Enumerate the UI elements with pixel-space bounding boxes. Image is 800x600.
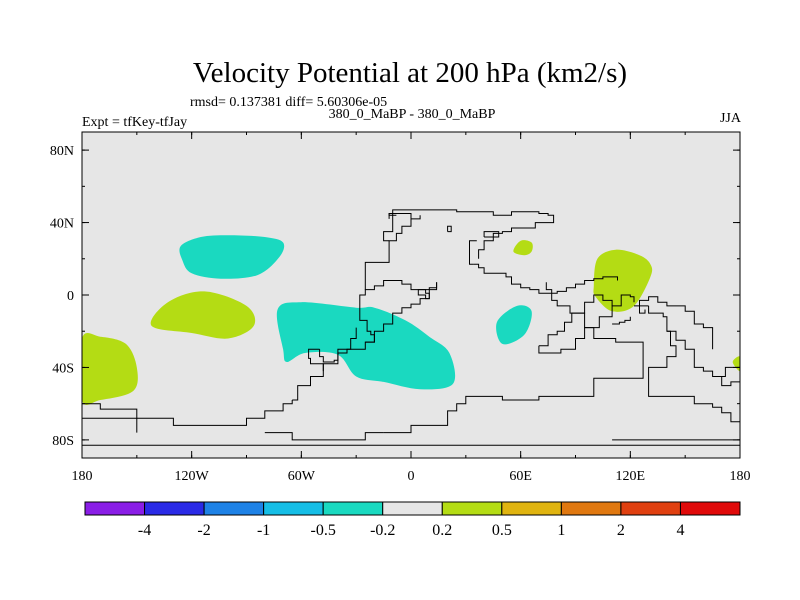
coastline-16 [447, 225, 452, 233]
colorbar-swatch [263, 501, 324, 516]
coastline-23 [648, 330, 740, 426]
y-tick-label: 80S [52, 434, 74, 449]
x-tick-label: 120E [616, 469, 646, 484]
map-plot-area: 180 120W 60W 0 60E 120E 180 80N 40N 0 40S 80S [50, 131, 751, 484]
colorbar-swatch [144, 501, 205, 516]
chart-title: Velocity Potential at 200 hPa (km2/s) [193, 57, 627, 89]
colorbar-level-label: -1 [257, 522, 270, 539]
coastline-19 [538, 294, 613, 347]
contour-region-4 [82, 333, 138, 405]
axis-ticks [81, 132, 741, 458]
colorbar-swatch [322, 501, 384, 516]
colorbar-level-label: -0.5 [311, 522, 336, 539]
coastline-25 [712, 376, 740, 387]
colorbar-labels: -4 -2 -1 -0.5 -0.2 0.2 0.5 1 2 4 [138, 522, 685, 539]
contour-regions [82, 235, 740, 405]
colorbar-level-label: 4 [676, 522, 684, 539]
colorbar-swatch [560, 501, 622, 516]
colorbar-swatch [620, 501, 681, 516]
season-label: JJA [720, 111, 742, 126]
experiment-pair-label: 380_0_MaBP - 380_0_MaBP [329, 107, 496, 122]
coastline-10 [383, 213, 394, 242]
y-tick-label: 80N [50, 144, 74, 159]
coastlines [82, 209, 740, 446]
coastline-6 [319, 282, 438, 363]
coastline-13 [473, 263, 618, 294]
coastline-7 [308, 348, 324, 372]
coastline-17 [483, 231, 500, 238]
colorbar-level-label: -4 [138, 522, 151, 539]
coastline-3 [82, 417, 138, 433]
x-tick-label: 180 [72, 469, 93, 484]
x-tick-label: 60E [509, 469, 532, 484]
coastline-4 [264, 432, 384, 441]
coastline-15 [388, 209, 555, 259]
contour-region-5 [513, 240, 533, 256]
colorbar-level-label: 0.5 [492, 522, 512, 539]
x-tick-label: 0 [408, 469, 415, 484]
colorbar-swatch [501, 501, 562, 516]
coastline-21 [648, 305, 740, 377]
coastline-22 [639, 296, 714, 350]
coastline-9 [364, 215, 421, 290]
contour-region-2 [496, 305, 532, 345]
colorbar-swatch [84, 501, 146, 516]
contour-region-6 [593, 249, 653, 312]
coastline-18 [538, 294, 635, 354]
x-tick-label: 180 [730, 469, 751, 484]
y-tick-label: 0 [67, 289, 74, 304]
y-tick-label: 40S [52, 361, 74, 376]
colorbar-level-label: -0.2 [370, 522, 395, 539]
contour-region-0 [179, 235, 285, 279]
colorbar-swatch [382, 501, 443, 516]
y-tick-label: 40N [50, 217, 74, 232]
contour-region-3 [150, 291, 256, 339]
colorbar-level-label: 1 [557, 522, 565, 539]
x-tick-label: 120W [175, 469, 210, 484]
coastline-24 [612, 316, 631, 325]
coastline-1 [82, 400, 293, 426]
coastline-14 [469, 240, 477, 265]
axis-tick-labels: 180 120W 60W 0 60E 120E 180 80N 40N 0 40S 80S [50, 144, 751, 484]
contour-region-1 [276, 302, 456, 390]
coastline-20 [634, 305, 646, 314]
colorbar-level-label: -2 [197, 522, 210, 539]
coastline-5 [383, 282, 644, 434]
stats-subtitle: rmsd= 0.137381 diff= 5.60306e-05 [190, 95, 387, 110]
colorbar-swatch [203, 501, 265, 516]
experiment-label: Expt = tfKey-tfJay [82, 115, 187, 130]
colorbar [84, 501, 741, 516]
colorbar-level-label: 0.2 [432, 522, 452, 539]
coastline-0 [82, 439, 740, 446]
x-tick-label: 60W [288, 469, 316, 484]
colorbar-swatch [441, 501, 503, 516]
colorbar-swatch [679, 501, 741, 516]
colorbar-level-label: 2 [617, 522, 625, 539]
coastline-12 [417, 289, 430, 300]
